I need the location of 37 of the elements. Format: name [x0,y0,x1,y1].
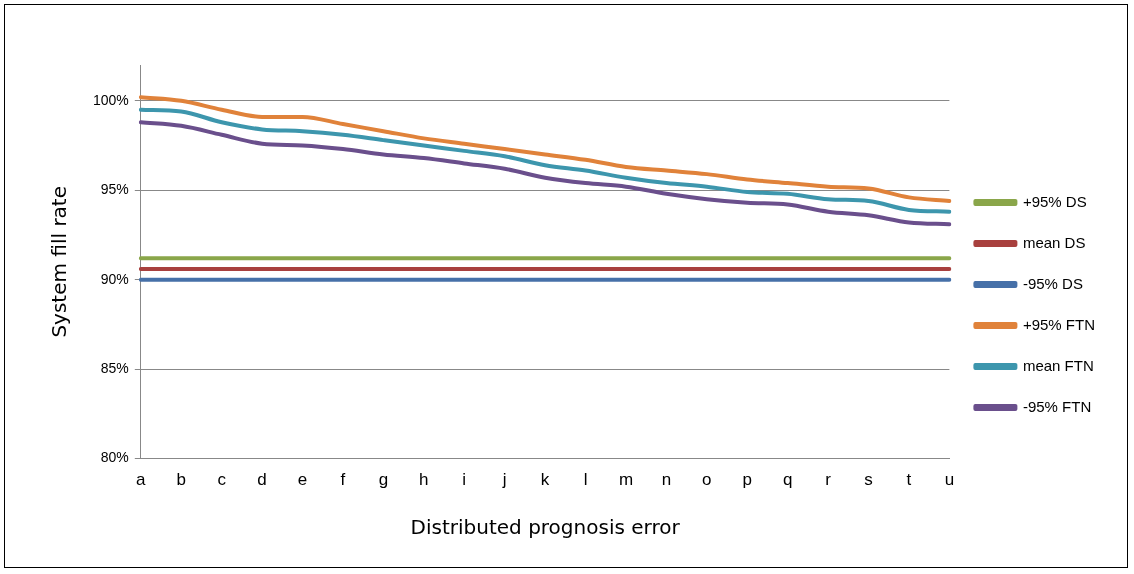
x-tick-label: k [540,470,550,490]
x-tick-label: j [501,470,507,490]
x-tick-label: q [782,470,793,490]
legend-label: mean DS [1022,233,1086,251]
x-tick-label: s [864,470,873,490]
x-tick-label: n [661,470,672,490]
legend-label: +95% DS [1022,192,1087,210]
x-tick-label: g [378,470,389,490]
x-tick-label: p [742,470,752,490]
x-tick-label: u [944,470,955,490]
x-tick-label: m [618,470,634,490]
x-axis-title: Distributed prognosis error [410,515,681,540]
legend-label: -95% FTN [1022,397,1092,415]
x-tick-label: t [906,470,912,490]
x-tick-label: b [176,470,186,490]
x-tick-label: r [825,470,832,490]
line-series [138,107,952,214]
x-tick-label: e [297,470,308,490]
x-tick-label: i [462,470,467,490]
y-tick-label: 95% [100,181,129,198]
line-series [138,120,952,227]
legend-label: +95% FTN [1022,315,1095,333]
x-tick-label: o [702,470,712,490]
y-tick-label: 100% [92,91,129,108]
x-tick-label: d [257,470,267,490]
legend-label: mean FTN [1022,356,1094,374]
line-series [138,95,952,203]
y-tick-label: 85% [100,360,129,376]
y-tick-label: 90% [100,270,129,287]
y-axis-title: System fill rate [47,185,72,338]
x-tick-label: f [340,470,346,490]
x-tick-label: a [136,470,147,490]
x-tick-label: c [217,470,227,490]
legend-label: -95% DS [1022,274,1083,292]
x-tick-label: h [419,470,429,490]
y-tick-label: 80% [100,449,129,466]
x-tick-label: l [583,470,588,490]
